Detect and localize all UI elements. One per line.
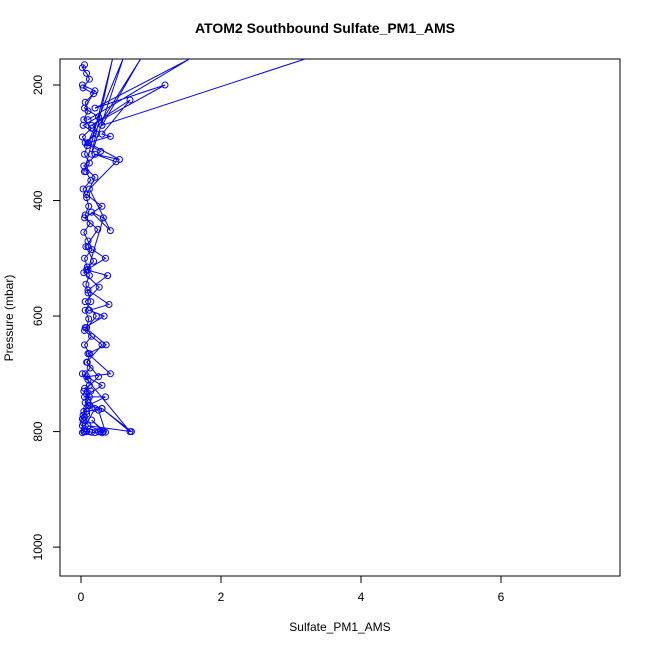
data-point [85,75,93,83]
y-tick-label: 1000 [31,533,45,560]
data-point [95,406,102,414]
data-point [78,133,86,141]
data-point [105,301,113,308]
data-point [84,116,92,124]
data-point [116,156,123,163]
data-point [88,121,95,129]
data-point [84,286,92,294]
data-point [97,428,105,436]
data-point [85,315,93,323]
data-point [81,254,88,262]
data-point [81,168,88,176]
data-point [91,173,99,181]
data-point [83,191,91,199]
data-point [85,306,93,314]
data-point [98,202,106,210]
data-point [98,130,106,138]
y-axis: 200 400 600 800 1000 [31,75,61,560]
series-layer [78,58,306,437]
data-point [106,227,114,235]
data-point [106,132,114,140]
x-tick-label: 6 [498,590,505,604]
data-point [106,370,114,378]
data-point [81,150,88,158]
y-tick-label: 400 [31,190,45,210]
series-line-2 [86,58,190,270]
data-point [83,69,91,77]
data-point [88,416,95,424]
data-point [102,428,109,436]
data-point [102,393,109,401]
y-tick-label: 200 [31,75,45,95]
data-point [91,87,99,95]
y-axis-label: Pressure (mbar) [2,274,16,362]
data-point [95,283,103,291]
data-point [102,341,110,349]
plot-frame [59,58,621,577]
data-point [91,405,99,412]
data-point [78,81,86,89]
data-point [81,341,88,349]
y-tick-label: 600 [31,306,45,326]
data-point [83,266,91,274]
data-point [81,214,88,222]
data-point [86,220,94,228]
series-line-4 [82,246,112,412]
chart-title: ATOM2 Southbound Sulfate_PM1_AMS [194,20,456,36]
data-point [95,373,102,381]
x-axis: 0 2 4 6 [78,575,505,604]
data-point [82,280,90,288]
data-point [81,298,89,306]
data-point [161,81,169,89]
data-point [83,358,91,366]
x-tick-label: 4 [358,590,365,604]
data-point [80,228,88,236]
data-point [81,104,88,112]
data-point [99,214,107,222]
data-point [94,225,102,233]
x-axis-label: Sulfate_PM1_AMS [289,620,391,634]
data-point [98,121,106,129]
data-point [112,158,120,166]
data-point [88,208,95,216]
data-point [81,428,88,436]
data-point [79,411,87,419]
data-point [84,139,92,147]
data-point [85,202,93,210]
x-tick-label: 2 [218,590,225,604]
data-point [79,121,87,129]
data-point [84,350,92,358]
data-point [83,407,91,415]
data-point [88,150,95,158]
x-tick-label: 0 [78,590,85,604]
data-point [104,272,112,280]
data-point [127,428,135,436]
data-point [102,254,109,262]
y-tick-label: 800 [31,421,45,441]
data-point [100,312,108,320]
data-point [78,415,86,423]
data-point [98,381,106,389]
data-point [86,364,94,372]
data-point [83,428,91,436]
data-point [81,324,89,332]
data-point [126,96,134,104]
data-point [91,104,99,112]
data-point [88,428,95,436]
data-point [98,405,106,412]
data-point [85,185,93,193]
data-point [78,64,86,72]
data-point [81,393,88,401]
data-point [78,370,86,378]
data-point [84,243,92,251]
data-point [98,429,106,437]
data-point [95,428,102,436]
series-line-3 [84,58,306,172]
